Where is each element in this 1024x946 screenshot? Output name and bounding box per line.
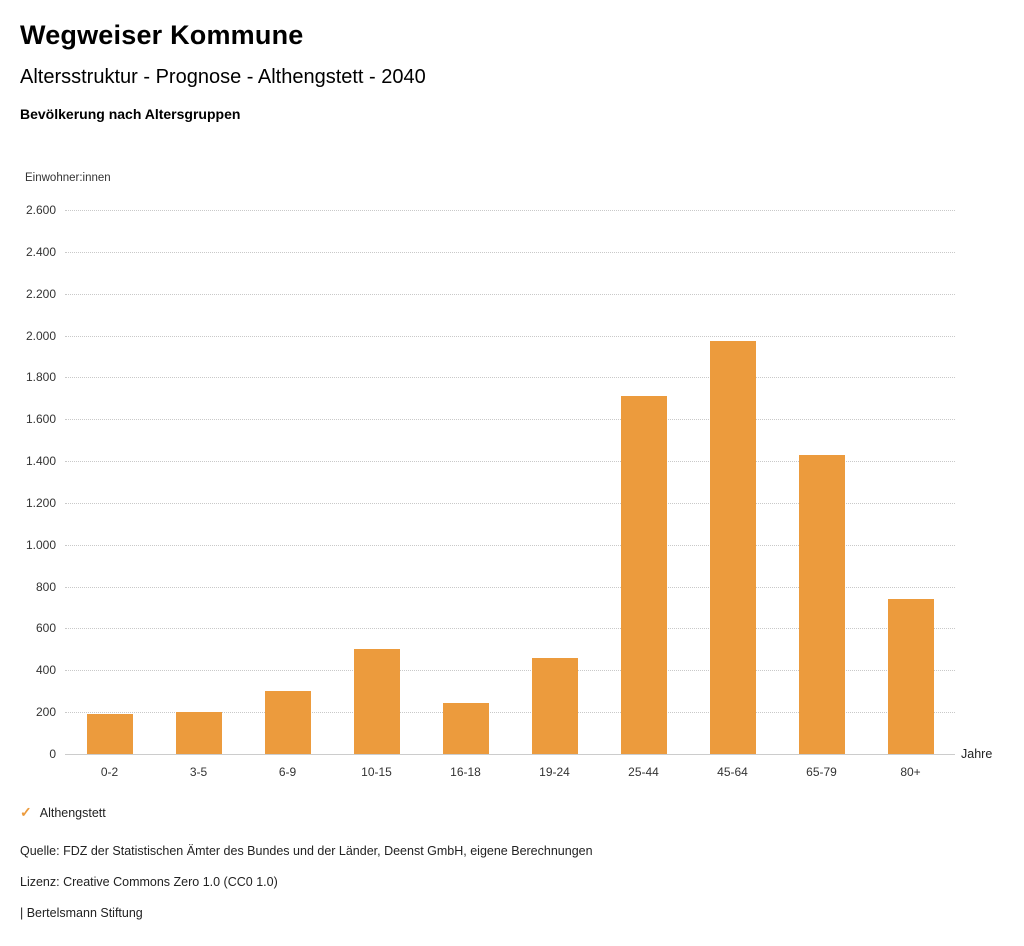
bar-3-5[interactable] (175, 712, 222, 754)
bar-19-24[interactable] (531, 657, 578, 754)
bar-column: 65-79 (777, 210, 866, 779)
y-axis-tick-label: 200 (35, 705, 56, 720)
bar-10-15[interactable] (353, 649, 400, 754)
x-axis-tick-label: 10-15 (361, 765, 392, 779)
x-axis-tick-label: 0-2 (100, 765, 119, 779)
bar-6-9[interactable] (264, 691, 311, 754)
legend-label: Althengstett (39, 805, 106, 820)
y-axis-tick-label: 2.600 (25, 203, 56, 217)
attribution-text: | Bertelsmann Stiftung (20, 906, 143, 920)
x-axis-tick-label: 6-9 (278, 765, 297, 779)
y-axis-tick-label: 1.400 (25, 454, 56, 469)
y-axis-tick-label: 1.200 (25, 495, 56, 510)
y-axis-tick-label: 1.000 (25, 537, 56, 552)
y-axis-tick-label: 600 (35, 621, 56, 636)
bar-16-18[interactable] (442, 702, 489, 754)
source-text: Quelle: FDZ der Statistischen Ämter des … (20, 844, 593, 858)
x-axis-title: Jahre (961, 747, 993, 761)
gridline (65, 586, 955, 588)
bar-65-79[interactable] (798, 454, 845, 754)
gridline (65, 210, 955, 211)
bar-0-2[interactable] (86, 714, 133, 754)
license-text: Lizenz: Creative Commons Zero 1.0 (CC0 1… (20, 875, 278, 889)
y-axis-title: Einwohner:innen (25, 172, 111, 184)
bar-column: 25-44 (599, 210, 688, 779)
bar-column: 19-24 (510, 210, 599, 779)
y-axis-tick-label: 2.000 (25, 328, 56, 343)
y-axis-tick-label: 2.200 (25, 286, 56, 301)
y-axis-tick-label: 2.400 (25, 244, 56, 259)
x-axis-tick-label: 25-44 (628, 765, 659, 779)
gridline (65, 461, 955, 463)
bar-column: 6-9 (243, 210, 332, 779)
bar-chart-plot-area: Jahre 0 200 400 600 800 1.000 1.200 1.400 1.600 1… (26, 203, 992, 779)
bar-column: 45-64 (688, 210, 777, 779)
y-axis-tick-label: 800 (35, 579, 56, 594)
x-axis-tick-label: 45-64 (717, 765, 748, 779)
bar-45-64[interactable] (709, 340, 756, 754)
bar-column: 16-18 (421, 210, 510, 779)
x-axis-tick-label: 65-79 (806, 765, 837, 779)
bars-container: 0-2 3-5 6-9 10-15 16-18 19-24 25-44 45-64 65-79 8… (65, 210, 955, 779)
bar-column: 0-2 (65, 210, 154, 779)
bar-column: 10-15 (332, 210, 421, 779)
gridline (65, 712, 955, 714)
gridline (65, 335, 955, 337)
gridline (65, 628, 955, 630)
gridline (65, 670, 955, 672)
legend-item-althengstett[interactable]: ✓ Althengstett (20, 804, 106, 821)
y-axis-tick-label: 1.600 (25, 412, 56, 427)
x-axis-tick-label: 80+ (900, 765, 921, 779)
chart-subtitle: Altersstruktur - Prognose - Althengstett… (20, 66, 426, 88)
chart-title: Bevölkerung nach Altersgruppen (20, 106, 241, 122)
gridline (65, 251, 955, 253)
page-title: Wegweiser Kommune (20, 20, 304, 50)
gridline (65, 377, 955, 379)
bar-column: 3-5 (154, 210, 243, 779)
gridline (65, 544, 955, 546)
x-axis-tick-label: 19-24 (539, 765, 570, 779)
bar-80+[interactable] (887, 599, 934, 754)
y-axis-tick-label: 400 (35, 663, 56, 678)
legend-check-icon: ✓ (20, 804, 32, 820)
gridline (65, 502, 955, 504)
gridline (65, 293, 955, 295)
y-axis-tick-label: 0 (49, 747, 56, 761)
bar-25-44[interactable] (620, 396, 667, 754)
x-axis-tick-label: 3-5 (189, 765, 208, 779)
y-axis-tick-label: 1.800 (25, 370, 56, 385)
x-axis-tick-label: 16-18 (450, 765, 481, 779)
bar-column: 80+ (866, 210, 955, 779)
gridline (65, 419, 955, 421)
